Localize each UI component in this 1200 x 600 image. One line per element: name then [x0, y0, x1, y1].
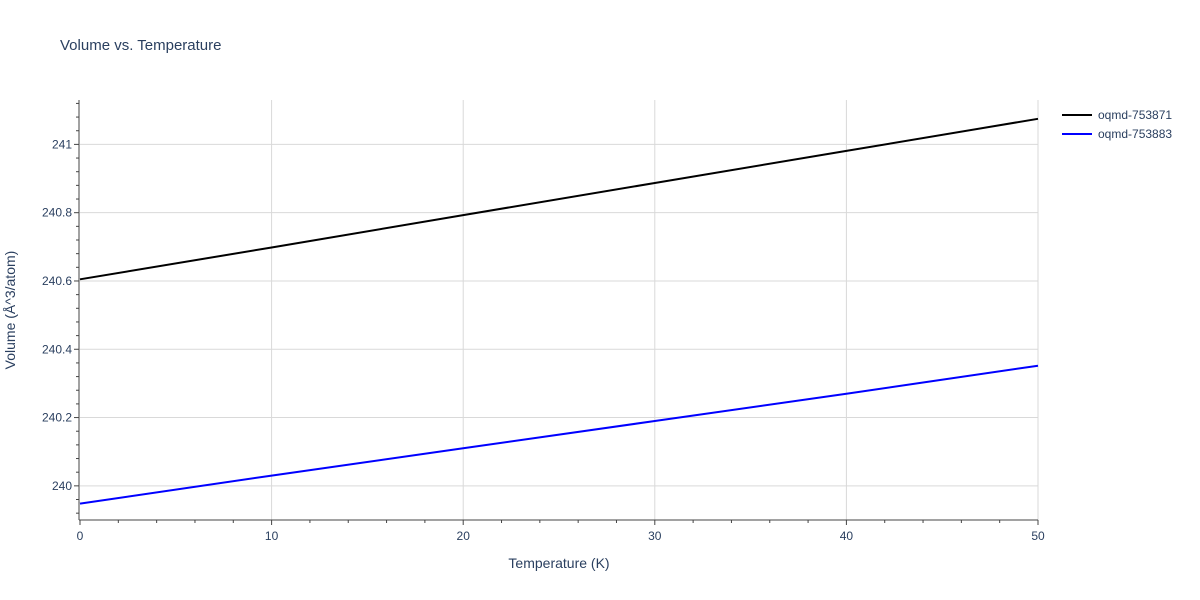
series-line-oqmd-753871[interactable] — [79, 117, 1039, 281]
x-tick-label: 10 — [265, 529, 279, 543]
plot-area — [79, 117, 1039, 505]
x-tick-label: 40 — [840, 529, 854, 543]
legend-item[interactable]: oqmd-753883 — [1062, 127, 1172, 141]
grid — [80, 100, 1039, 520]
series-line-oqmd-753883[interactable] — [79, 364, 1039, 505]
y-tick-label: 241 — [52, 137, 72, 151]
axes: 0 10 20 30 40 50 240 240.2 240.4 240.6 240.8 241 — [42, 100, 1045, 543]
x-tick-label: 20 — [457, 529, 471, 543]
x-tick-label: 50 — [1031, 529, 1045, 543]
x-axis-title: Temperature (K) — [508, 555, 609, 571]
y-tick-label: 240 — [52, 479, 72, 493]
legend[interactable]: oqmd-753871 oqmd-753883 — [1062, 108, 1172, 141]
y-tick-label: 240.6 — [42, 274, 72, 288]
x-tick-label: 30 — [648, 529, 662, 543]
y-tick-label: 240.4 — [42, 342, 72, 356]
chart-title: Volume vs. Temperature — [60, 37, 221, 54]
legend-item[interactable]: oqmd-753871 — [1062, 108, 1172, 122]
legend-label: oqmd-753871 — [1098, 108, 1172, 122]
y-tick-label: 240.2 — [42, 411, 72, 425]
y-axis-title: Volume (Å^3/atom) — [2, 251, 18, 370]
x-tick-label: 0 — [77, 529, 84, 543]
y-tick-label: 240.8 — [42, 206, 72, 220]
legend-label: oqmd-753883 — [1098, 127, 1172, 141]
